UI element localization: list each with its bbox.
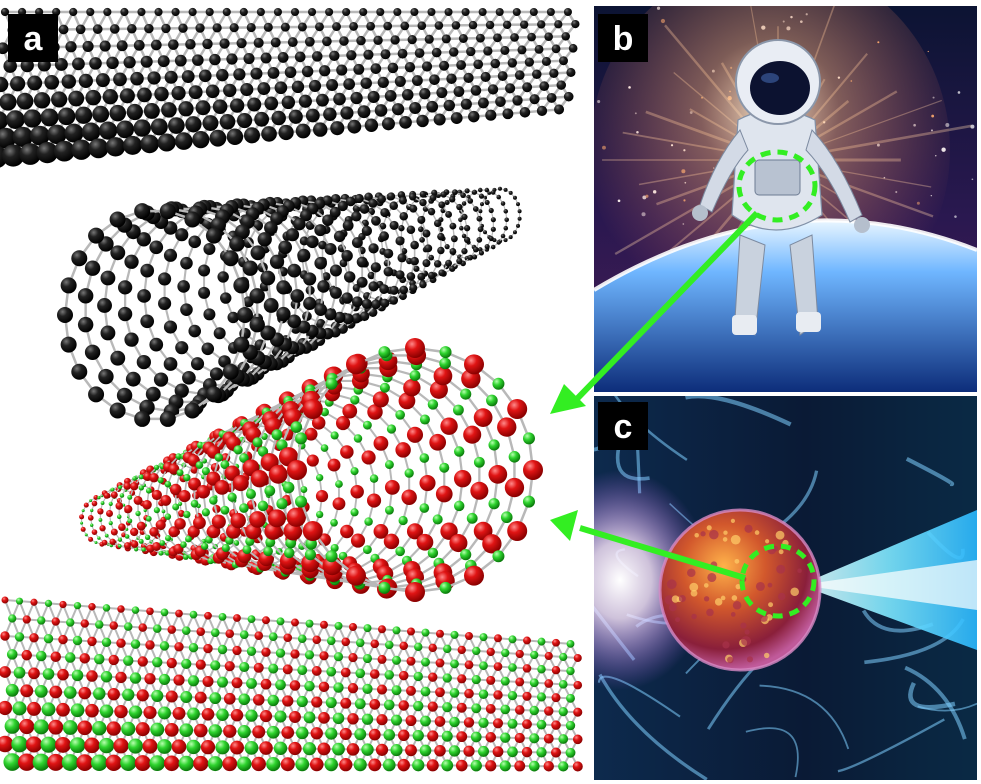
arrow-b-to-a [550, 210, 760, 414]
svg-text:a: a [24, 20, 44, 58]
panel-label-b: b [598, 14, 648, 62]
earth-horizon [594, 220, 977, 392]
panel-label-a: a [8, 14, 58, 62]
sheet-red-green [0, 596, 583, 772]
svg-text:b: b [613, 20, 634, 58]
panel-b-astronaut [594, 6, 977, 392]
focus-circle-c [739, 543, 817, 619]
astronaut-figure [692, 39, 870, 336]
arrow-c-to-a [550, 510, 746, 581]
graphene-sheet-black [0, 7, 580, 168]
panel-label-c: c [598, 402, 648, 450]
focus-circle-b [736, 149, 818, 223]
nanotube-red-green [79, 338, 543, 602]
svg-text:c: c [614, 408, 633, 446]
nanotube-black [57, 186, 522, 427]
panel-a-nanostructures [0, 7, 583, 772]
panel-c-cell [594, 396, 977, 780]
